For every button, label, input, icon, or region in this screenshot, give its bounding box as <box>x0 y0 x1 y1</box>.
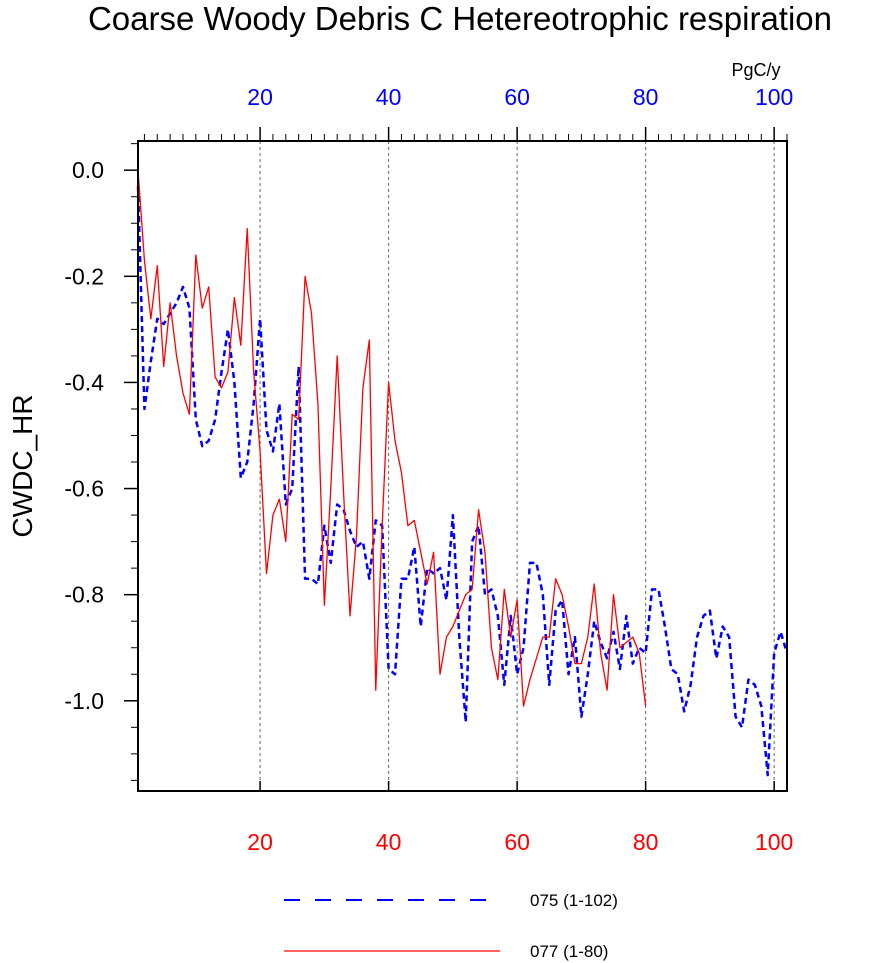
tick-labels: 20 40 60 80 100 20 40 60 80 100 0.0 -0.2 -0.4 -0.6 -0.… <box>64 84 793 855</box>
y-tick-label: -0.2 <box>64 263 104 289</box>
top-tick-label: 20 <box>247 84 273 110</box>
y-tick-label: 0.0 <box>72 157 104 183</box>
top-tick-label: 40 <box>376 84 402 110</box>
bottom-tick-label: 20 <box>247 829 273 855</box>
legend-label: 075 (1-102) <box>530 891 618 910</box>
bottom-tick-label: 80 <box>633 829 659 855</box>
y-tick-label: -0.6 <box>64 476 104 502</box>
legend-label: 077 (1-80) <box>530 942 608 961</box>
plot-frame <box>137 140 788 792</box>
bottom-tick-label: 100 <box>755 829 793 855</box>
bottom-tick-label: 60 <box>504 829 530 855</box>
y-tick-label: -1.0 <box>64 688 104 714</box>
series-line-077 <box>137 170 647 707</box>
top-tick-label: 60 <box>504 84 530 110</box>
units-label: PgC/y <box>731 60 780 80</box>
tick-marks <box>124 127 788 791</box>
y-tick-label: -0.4 <box>64 369 104 395</box>
top-tick-label: 100 <box>755 84 793 110</box>
grid-lines <box>259 141 775 791</box>
legend: 075 (1-102) 077 (1-80) <box>284 891 618 961</box>
chart-title: Coarse Woody Debris C Hetereotrophic res… <box>88 0 832 37</box>
bottom-tick-label: 40 <box>376 829 402 855</box>
y-axis-label: CWDC_HR <box>7 394 38 537</box>
top-tick-label: 80 <box>633 84 659 110</box>
y-tick-label: -0.8 <box>64 582 104 608</box>
series-line-075 <box>136 186 789 777</box>
series-layer <box>136 170 789 777</box>
